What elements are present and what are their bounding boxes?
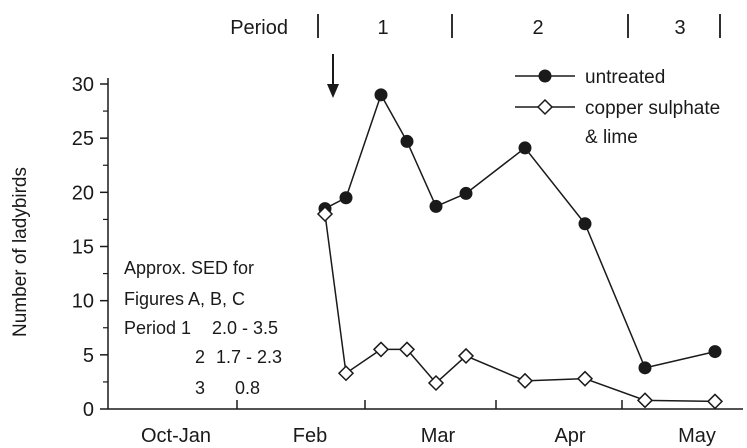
data-point xyxy=(337,365,355,382)
axes xyxy=(107,78,743,410)
legend-untreated-marker xyxy=(538,69,552,83)
y-tick-label: 20 xyxy=(72,182,94,204)
sed-row-value: 1.7 - 2.3 xyxy=(216,347,282,367)
y-axis-label: Number of ladybirds xyxy=(10,167,31,337)
data-point xyxy=(429,199,443,213)
data-point xyxy=(706,393,724,410)
sed-title-line2: Figures A, B, C xyxy=(124,289,245,309)
y-tick-label: 15 xyxy=(72,237,94,259)
data-point xyxy=(374,88,388,102)
legend-copper-marker xyxy=(536,98,554,116)
data-point xyxy=(457,347,475,364)
period-header-label: Period xyxy=(230,17,288,39)
series-untreated xyxy=(318,88,722,375)
sed-row-period: Period 1 xyxy=(124,318,191,338)
period-header: Period 1 2 3 xyxy=(230,14,721,39)
legend-untreated-label: untreated xyxy=(585,67,665,88)
sed-annotation: Approx. SED for Figures A, B, C Period 1… xyxy=(124,258,282,398)
series-layer xyxy=(316,88,724,410)
y-tick-label: 0 xyxy=(83,399,94,421)
period-2-label: 2 xyxy=(532,17,543,39)
legend-copper-label: copper sulphate xyxy=(585,98,720,119)
x-ticks: Oct-Jan Feb Mar Apr May xyxy=(141,400,716,447)
data-point xyxy=(576,370,594,387)
sed-row-value: 2.0 - 3.5 xyxy=(212,318,278,338)
data-point xyxy=(339,191,353,205)
data-point xyxy=(638,361,652,375)
sed-row-value: 0.8 xyxy=(235,378,260,398)
x-tick-label: Oct-Jan xyxy=(141,425,211,447)
legend-copper-label-line2: & lime xyxy=(585,127,638,148)
data-point xyxy=(427,374,445,392)
y-tick-label: 5 xyxy=(83,345,94,367)
sed-row-period: 2 xyxy=(195,347,205,367)
data-point xyxy=(398,341,416,358)
x-tick-label: May xyxy=(678,425,716,447)
series-line xyxy=(324,92,716,369)
x-tick-label: Feb xyxy=(293,425,327,447)
treatment-arrow xyxy=(327,54,339,98)
arrow-head xyxy=(327,84,339,98)
legend: untreated copper sulphate & lime xyxy=(515,67,720,148)
period-1-label: 1 xyxy=(377,17,388,39)
sed-row-period: 3 xyxy=(195,378,205,398)
x-tick-label: Apr xyxy=(554,425,585,447)
series-copper-sulphate xyxy=(316,205,724,410)
series-line xyxy=(324,213,716,403)
y-tick-label: 30 xyxy=(72,74,94,96)
y-tick-label: 10 xyxy=(72,291,94,313)
data-point xyxy=(316,205,334,223)
data-point xyxy=(459,186,473,200)
data-point xyxy=(518,141,532,155)
sed-title-line1: Approx. SED for xyxy=(124,258,254,278)
data-point xyxy=(516,372,534,389)
data-point xyxy=(372,341,390,358)
y-ticks: 0 5 10 15 20 25 30 xyxy=(72,74,108,421)
data-point xyxy=(636,392,654,409)
data-point xyxy=(400,134,414,148)
y-tick-label: 25 xyxy=(72,128,94,150)
x-tick-label: Mar xyxy=(421,425,456,447)
data-point xyxy=(708,345,722,359)
period-3-label: 3 xyxy=(674,17,685,39)
data-point xyxy=(578,217,592,231)
